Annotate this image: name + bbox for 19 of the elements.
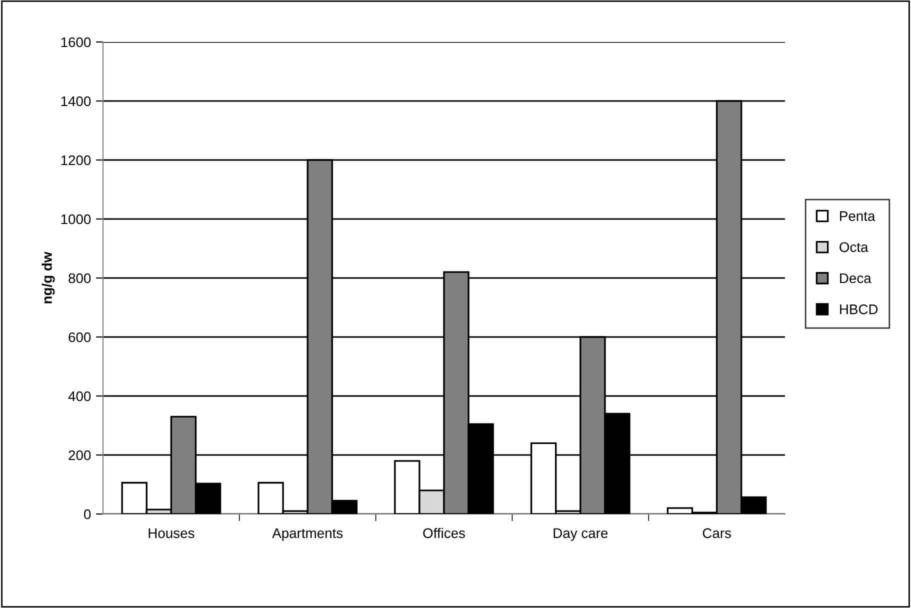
legend-label: Penta	[840, 211, 876, 221]
x-tick-label: Cars	[702, 528, 731, 538]
y-tick-label: 1200	[61, 155, 91, 166]
y-tick-label: 800	[68, 273, 91, 284]
y-tick-label: 400	[68, 391, 91, 402]
y-tick-label: 200	[68, 450, 91, 460]
legend-label: Octa	[840, 242, 868, 252]
x-tick-label: Offices	[423, 528, 465, 538]
y-tick-label: 600	[68, 332, 91, 342]
x-tick-label: Houses	[148, 528, 194, 538]
legend-label: Deca	[840, 273, 872, 284]
y-tick-label: 1400	[61, 96, 91, 106]
y-tick-label: 0	[84, 509, 91, 520]
y-tick-label: 1600	[61, 37, 91, 48]
y-axis-title: ng/g dw	[42, 252, 55, 304]
x-tick-label: Apartments	[272, 528, 343, 541]
legend-label: HBCD	[840, 304, 878, 314]
x-tick-label: Day care	[554, 528, 608, 541]
y-tick-label: 1000	[61, 214, 91, 224]
